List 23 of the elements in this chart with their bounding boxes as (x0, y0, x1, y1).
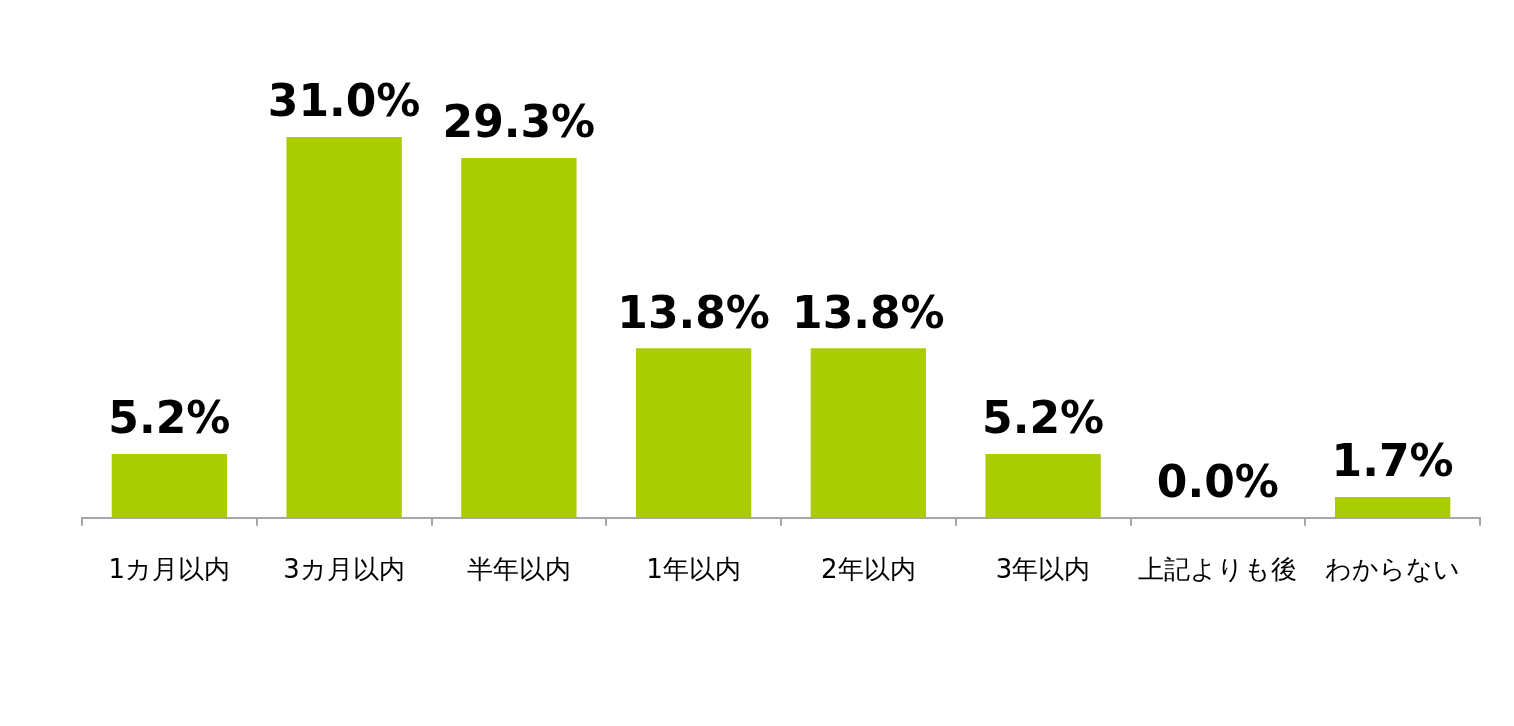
bar (810, 348, 927, 518)
bar (1334, 496, 1451, 518)
x-tick-label: 3年以内 (995, 554, 1091, 585)
data-label: 0.0% (1156, 456, 1279, 508)
x-tick-label: 1カ月以内 (108, 554, 231, 585)
x-tick-label: 3カ月以内 (283, 554, 405, 585)
data-label: 29.3% (442, 96, 596, 148)
bar (635, 348, 752, 518)
data-label: 31.0% (267, 75, 421, 127)
data-label: 13.8% (792, 286, 945, 338)
bar (111, 453, 228, 518)
x-tick-label: わからない (1325, 554, 1461, 585)
x-tick-label: 半年以内 (466, 554, 571, 585)
x-tick-label: 上記よりも後 (1138, 554, 1298, 585)
x-tick-label: 2年以内 (821, 554, 916, 585)
data-label: 5.2% (108, 392, 231, 444)
bar (286, 137, 402, 518)
x-tick-label: 1年以内 (646, 554, 741, 585)
data-label: 13.8% (617, 286, 770, 338)
data-label: 5.2% (982, 392, 1105, 444)
bar (461, 157, 577, 518)
data-label: 1.7% (1331, 435, 1454, 487)
bar (985, 453, 1101, 518)
